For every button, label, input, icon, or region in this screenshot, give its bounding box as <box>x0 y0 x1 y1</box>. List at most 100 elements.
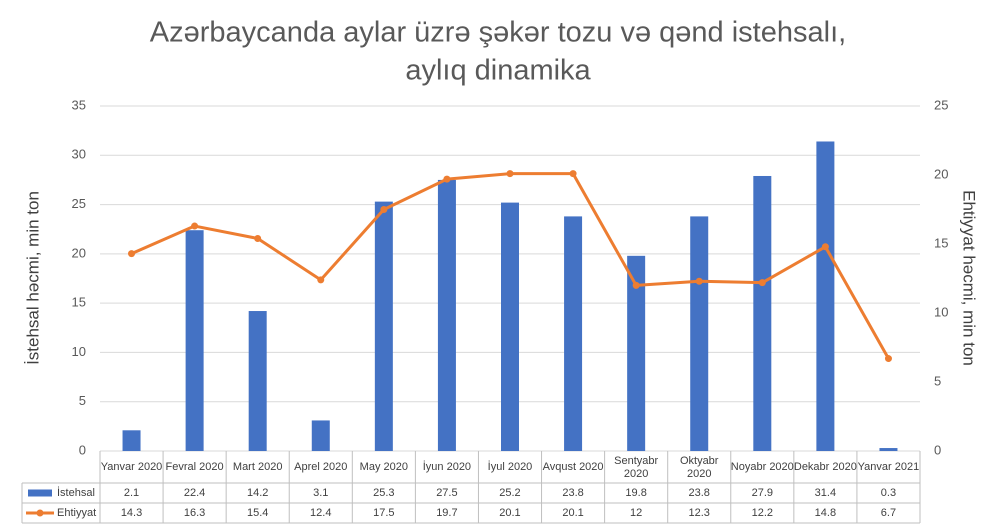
y-axis-title: İstehsal həcmi, min ton <box>23 191 42 365</box>
table-value-box: 12.3 <box>688 506 710 519</box>
x-tick-label: Sentyabr 2020 <box>614 454 659 480</box>
line-marker <box>758 279 766 287</box>
table-value: 20.1 <box>499 506 521 519</box>
legend-label: Ehtiyyat <box>57 507 96 519</box>
table-value: 19.7 <box>436 506 458 519</box>
table-value-box: 22.4 <box>184 487 205 499</box>
table-value: 3.1 <box>313 486 329 499</box>
x-tick-label: Mart 2020 <box>232 461 283 473</box>
line-marker <box>821 243 829 251</box>
x-tick-label-box: Fevral 2020 <box>165 461 224 473</box>
x-tick-label: Yanvar 2020 <box>100 461 163 473</box>
legend-swatch <box>28 489 52 497</box>
line-marker <box>254 234 262 242</box>
table-value-box: 17.5 <box>373 506 395 519</box>
y-tick-label: 10 <box>72 344 86 359</box>
line-marker <box>191 222 199 230</box>
bar <box>374 201 393 451</box>
table-value-box: 23.8 <box>562 486 584 499</box>
bar <box>248 311 267 451</box>
table-value: 17.5 <box>373 506 395 519</box>
table-value-box: 20.1 <box>562 506 584 519</box>
x-tick-label-box: Noyabr 2020 <box>731 461 794 473</box>
table-value: 12.3 <box>688 506 710 519</box>
bar <box>311 420 330 451</box>
y-tick-label: 25 <box>72 196 86 211</box>
x-tick-label-box: Yanvar 2020 <box>100 461 163 473</box>
y-tick-label: 30 <box>72 147 86 162</box>
table-value: 12.4 <box>310 506 332 519</box>
line-marker <box>317 276 325 284</box>
bar <box>816 141 835 451</box>
line-marker <box>632 281 640 289</box>
x-tick-label: Oktyabr 2020 <box>679 454 719 480</box>
chart-title: aylıq dinamika <box>405 55 591 87</box>
y-tick-label: 5 <box>79 393 86 408</box>
y2-tick-label: 0 <box>934 442 941 457</box>
line-marker <box>695 277 703 285</box>
table-value-box: 31.4 <box>815 487 836 499</box>
table-value: 15.4 <box>246 506 269 519</box>
table-value: 6.7 <box>880 506 897 519</box>
line-marker <box>128 250 136 258</box>
line-marker <box>569 170 577 178</box>
line-marker <box>443 175 451 183</box>
x-tick-label: Fevral 2020 <box>165 461 224 473</box>
x-tick-label: Avqust 2020 <box>542 461 604 473</box>
line-marker <box>380 206 388 213</box>
table-value: 14.3 <box>120 506 143 519</box>
bar <box>437 179 456 451</box>
chart-title: Azərbaycanda aylar üzrə şəkər tozu və qə… <box>150 17 846 49</box>
table-value: 23.8 <box>562 486 584 499</box>
y2-tick-label: 15 <box>934 235 948 250</box>
y2-tick-label: 5 <box>934 373 941 388</box>
table-value-box: 14.8 <box>815 507 836 519</box>
table-value: 19.8 <box>625 486 647 499</box>
x-tick-label-box: Aprel 2020 <box>294 461 348 473</box>
table-value: 12.2 <box>751 506 773 519</box>
table-value-box: 27.5 <box>436 486 458 499</box>
table-value-box: 23.8 <box>689 487 710 499</box>
y-tick-label: 20 <box>72 245 86 260</box>
table-value-box: 12.2 <box>751 506 773 519</box>
bar <box>185 230 204 451</box>
table-value-box: 2.1 <box>123 486 140 499</box>
table-value: 27.5 <box>436 486 458 499</box>
table-value-box: 19.8 <box>625 486 647 499</box>
table-value: 20.1 <box>562 506 584 519</box>
x-tick-label: May 2020 <box>359 461 408 473</box>
x-tick-label: İyul 2020 <box>487 461 533 473</box>
table-value: 2.1 <box>123 486 140 499</box>
bar <box>122 430 141 451</box>
x-tick-label: İyun 2020 <box>422 461 472 473</box>
y2-tick-label: 20 <box>934 166 948 181</box>
bar <box>627 255 646 451</box>
bar <box>564 216 583 451</box>
x-tick-label: Aprel 2020 <box>294 461 348 473</box>
line-marker <box>884 355 892 363</box>
table-value-box: 14.2 <box>247 487 268 499</box>
table-value-box: 12.4 <box>310 506 332 519</box>
x-tick-label-box: Mart 2020 <box>232 461 283 473</box>
table-value: 12 <box>630 506 643 519</box>
x-tick-label-box: Oktyabr 2020 <box>679 454 719 480</box>
table-value-box: 25.2 <box>499 487 520 499</box>
table-value-box: 27.9 <box>751 486 773 499</box>
x-tick-label: Dekabr 2020 <box>793 461 857 473</box>
legend-label: İstehsal <box>57 486 95 499</box>
table-value: 0.3 <box>880 486 897 499</box>
x-tick-label-box: Avqust 2020 <box>542 461 604 473</box>
legend-marker <box>36 509 44 517</box>
table-value: 27.9 <box>751 486 773 499</box>
table-value-box: 0.3 <box>880 486 897 499</box>
table-value-box: 3.1 <box>313 486 329 499</box>
table-value-box: 20.1 <box>499 506 521 519</box>
x-tick-label-box: İyul 2020 <box>487 461 533 473</box>
y-tick-label: 35 <box>72 97 86 112</box>
y2-axis-title: Ehtiyyat həcmi, min ton <box>960 190 979 366</box>
x-tick-label-box: Yanvar 2021 <box>858 461 920 473</box>
y2-tick-label: 25 <box>934 97 948 112</box>
x-tick-label-box: İyun 2020 <box>422 461 472 473</box>
